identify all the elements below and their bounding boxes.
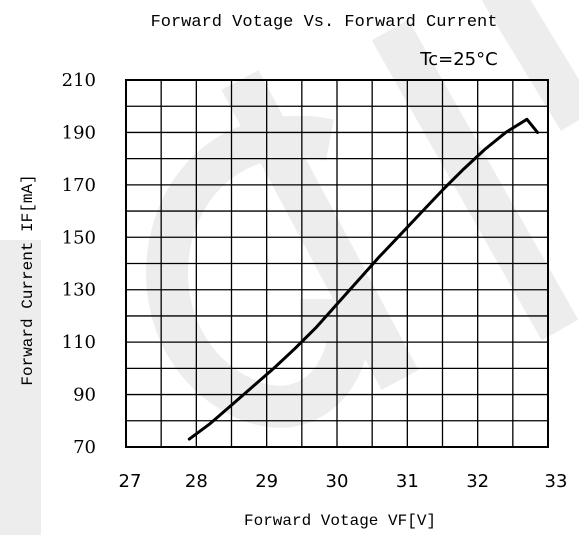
y-tick-labels: 70 90 110 130 150 170 190 210 [62,70,96,458]
y-axis-label: Forward Current IF[mA] [19,174,37,385]
y-tick-label: 70 [73,437,96,458]
series-line [187,117,539,441]
x-tick-label: 32 [466,471,489,492]
y-tick-label: 150 [62,227,96,248]
x-tick-label: 30 [326,471,349,492]
x-tick-labels: 27 28 29 30 31 32 33 [119,471,568,492]
x-tick-label: 33 [545,471,568,492]
x-axis-label: Forward Votage VF[V] [244,512,436,530]
watermark-stroke [146,116,372,428]
chart-title: Forward Votage Vs. Forward Current [151,13,498,32]
watermark-stroke [482,0,579,131]
y-tick-label: 110 [62,332,96,353]
condition-label: Tc=25°C [419,49,497,70]
y-tick-label: 130 [62,280,96,301]
plot-frame [125,79,549,448]
x-tick-label: 31 [396,471,419,492]
x-tick-label: 28 [185,471,208,492]
y-tick-label: 190 [62,122,96,143]
plot-grid [126,80,548,447]
y-tick-label: 90 [73,385,96,406]
curve-layer [187,117,539,441]
y-tick-label: 210 [62,70,96,91]
x-tick-label: 27 [119,471,142,492]
y-tick-label: 170 [62,175,96,196]
x-tick-label: 29 [255,471,278,492]
